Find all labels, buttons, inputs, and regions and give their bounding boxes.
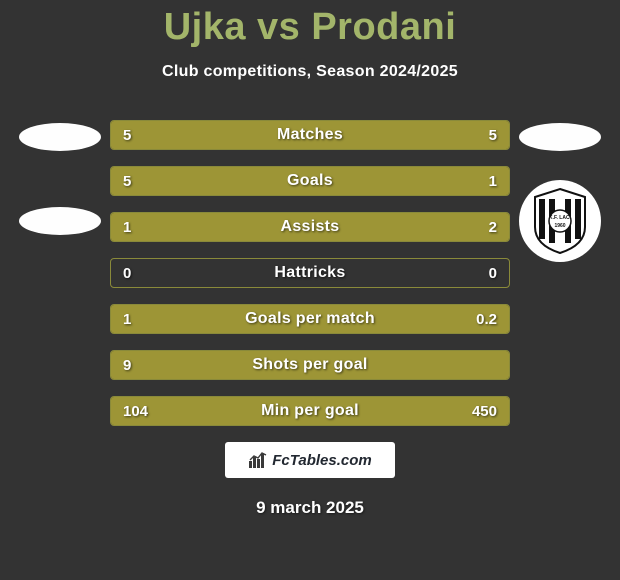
stat-label: Matches xyxy=(111,121,509,149)
stat-row: 9Shots per goal xyxy=(110,350,510,380)
fctables-attribution: FcTables.com xyxy=(225,442,395,478)
stat-row: 10.2Goals per match xyxy=(110,304,510,334)
stat-label: Goals per match xyxy=(111,305,509,333)
bars-chart-icon xyxy=(248,451,268,469)
stat-row: 51Goals xyxy=(110,166,510,196)
stat-label: Hattricks xyxy=(111,259,509,287)
stat-label: Min per goal xyxy=(111,397,509,425)
player-left-badge-2 xyxy=(19,180,101,262)
player-right-badge-1 xyxy=(519,96,601,178)
placeholder-ellipse-icon xyxy=(19,123,101,151)
svg-text:K.F. LACI: K.F. LACI xyxy=(549,215,572,221)
fctables-label: FcTables.com xyxy=(272,452,371,469)
stat-label: Goals xyxy=(111,167,509,195)
stat-row: 12Assists xyxy=(110,212,510,242)
stat-label: Shots per goal xyxy=(111,351,509,379)
comparison-subtitle: Club competitions, Season 2024/2025 xyxy=(0,49,620,81)
stat-row: 00Hattricks xyxy=(110,258,510,288)
player-right-club-logo: K.F. LACI 1960 xyxy=(519,180,601,262)
stat-row: 55Matches xyxy=(110,120,510,150)
svg-text:1960: 1960 xyxy=(554,223,565,229)
placeholder-ellipse-icon xyxy=(19,207,101,235)
player-left-badge-1 xyxy=(19,96,101,178)
stat-row: 104450Min per goal xyxy=(110,396,510,426)
stats-bars-container: 55Matches 51Goals 12Assists 00Hattricks 10.2… xyxy=(110,120,510,442)
comparison-date: 9 march 2025 xyxy=(0,498,620,518)
stat-label: Assists xyxy=(111,213,509,241)
shield-icon: K.F. LACI 1960 xyxy=(531,187,589,255)
club-logo-kf-laci: K.F. LACI 1960 xyxy=(519,180,601,262)
placeholder-ellipse-icon xyxy=(519,123,601,151)
comparison-title: Ujka vs Prodani xyxy=(0,0,620,49)
